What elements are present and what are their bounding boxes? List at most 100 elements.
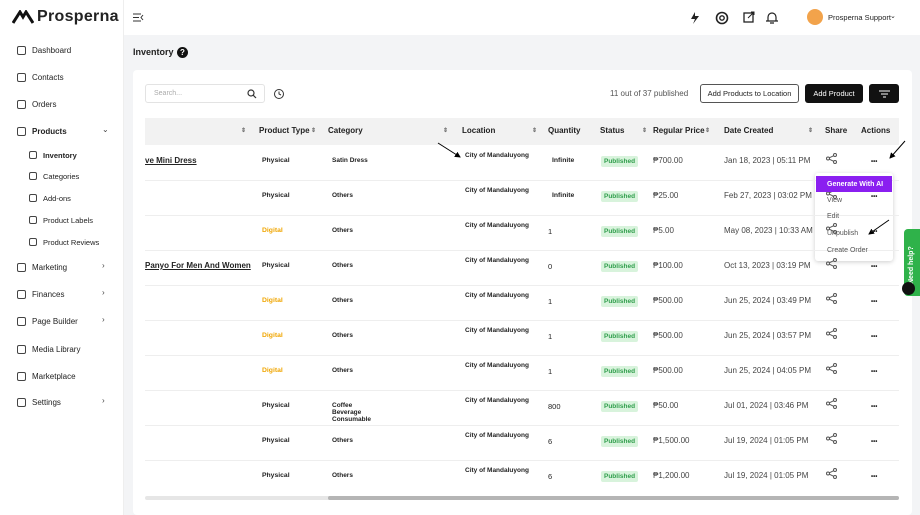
history-icon[interactable] <box>273 88 285 100</box>
nav-chevron[interactable]: ⌄ <box>102 125 109 134</box>
column-header[interactable]: Regular Price <box>653 126 705 135</box>
date-created: Jun 25, 2024 | 04:05 PM <box>724 366 812 375</box>
nav-label[interactable]: Finances <box>32 289 65 299</box>
sort-icon[interactable]: ⇕ <box>808 128 814 134</box>
share-icon[interactable] <box>826 153 837 166</box>
share-icon[interactable] <box>826 328 837 341</box>
nav-item[interactable]: Dashboard <box>17 43 71 57</box>
nav-item[interactable]: Marketing <box>17 260 67 274</box>
nav-label[interactable]: Page Builder <box>32 316 78 326</box>
nav-label[interactable]: Settings <box>32 397 61 407</box>
subnav-label[interactable]: Product Labels <box>43 215 94 225</box>
actions-button[interactable]: ••• <box>871 474 878 480</box>
nav-label[interactable]: Dashboard <box>32 45 72 55</box>
nav-label[interactable]: Products <box>32 126 67 136</box>
subnav-item[interactable]: Inventory <box>29 148 77 162</box>
subnav-label[interactable]: Categories <box>43 171 80 181</box>
help-icon[interactable]: ? <box>177 47 188 58</box>
search-box[interactable]: Search... <box>145 84 265 103</box>
nav-item[interactable]: Settings <box>17 395 61 409</box>
actions-button[interactable]: ••• <box>871 404 878 410</box>
share-icon[interactable] <box>826 258 837 271</box>
top-icons[interactable] <box>690 11 780 25</box>
nav-item[interactable]: Contacts <box>17 70 64 84</box>
nav-item[interactable]: Finances <box>17 287 64 301</box>
subnav-item[interactable]: Add-ons <box>29 191 71 205</box>
nav-label[interactable]: Media Library <box>32 344 81 354</box>
product-name[interactable]: ve Mini Dress <box>145 156 197 165</box>
product-name[interactable]: Panyo For Men And Women <box>145 261 251 270</box>
nav-chevron[interactable]: › <box>102 288 105 297</box>
actions-button[interactable]: ••• <box>871 194 878 200</box>
add-product-button[interactable]: Add Product <box>805 84 863 103</box>
menu-item[interactable]: Edit <box>827 213 840 220</box>
sort-icon[interactable]: ⇕ <box>241 128 247 134</box>
actions-button[interactable]: ••• <box>871 159 878 165</box>
chat-icon[interactable] <box>902 282 915 295</box>
product-type: Physical <box>262 472 290 479</box>
add-to-location-button[interactable]: Add Products to Location <box>700 84 799 103</box>
search-icon[interactable] <box>247 89 257 99</box>
menu-item[interactable]: Unpublish <box>827 230 859 237</box>
subnav-item[interactable]: Product Reviews <box>29 235 99 249</box>
share-icon[interactable] <box>826 433 837 446</box>
column-header[interactable]: Product Type <box>259 126 310 135</box>
user-chevron[interactable]: ⌄ <box>890 13 896 20</box>
actions-button[interactable]: ••• <box>871 334 878 340</box>
column-header[interactable]: Location <box>462 126 496 135</box>
nav-item[interactable]: Media Library <box>17 342 80 356</box>
subnav-label[interactable]: Product Reviews <box>43 237 100 247</box>
subnav-item[interactable]: Categories <box>29 169 79 183</box>
share-icon[interactable] <box>826 293 837 306</box>
actions-button[interactable]: ••• <box>871 229 878 235</box>
column-header[interactable]: Status <box>600 126 625 135</box>
share-icon[interactable] <box>826 468 837 481</box>
menu-item[interactable]: Create Order <box>827 247 868 254</box>
nav-chevron[interactable]: › <box>102 315 105 324</box>
avatar[interactable] <box>807 9 823 25</box>
nav-label[interactable]: Marketplace <box>32 371 76 381</box>
nav-icon <box>17 99 26 109</box>
sort-icon[interactable]: ⇕ <box>642 128 648 134</box>
column-header[interactable]: Quantity <box>548 126 581 135</box>
help-tab[interactable]: Need help? <box>904 229 920 296</box>
column-header[interactable]: Category <box>328 126 363 135</box>
share-icon[interactable] <box>826 223 837 236</box>
status-badge: Published <box>601 226 639 237</box>
menu-item[interactable]: View <box>827 197 843 204</box>
actions-button[interactable]: ••• <box>871 264 878 270</box>
date-created: Jul 19, 2024 | 01:05 PM <box>724 436 809 445</box>
sort-icon[interactable]: ⇕ <box>311 128 317 134</box>
share-icon[interactable] <box>826 363 837 376</box>
nav-item[interactable]: Page Builder <box>17 314 78 328</box>
actions-button[interactable]: ••• <box>871 299 878 305</box>
nav-label[interactable]: Contacts <box>32 72 64 82</box>
sort-icon[interactable]: ⇕ <box>705 128 711 134</box>
column-header[interactable]: Date Created <box>724 126 774 135</box>
scroll-thumb[interactable] <box>328 496 899 500</box>
nav-item[interactable]: Products <box>17 124 67 138</box>
menu-toggle[interactable] <box>133 13 144 22</box>
actions-button[interactable]: ••• <box>871 439 878 445</box>
share-icon[interactable] <box>826 398 837 411</box>
nav-item[interactable]: Marketplace <box>17 369 76 383</box>
filter-button[interactable] <box>869 84 899 103</box>
actions-button[interactable]: ••• <box>871 369 878 375</box>
help-tab-text[interactable]: Need help? <box>908 246 915 284</box>
subnav-label[interactable]: Inventory <box>43 150 77 160</box>
nav-label[interactable]: Orders <box>32 99 57 109</box>
sort-icon[interactable]: ⇕ <box>532 128 538 134</box>
nav-chevron[interactable]: › <box>102 396 105 405</box>
user-name[interactable]: Prosperna Support <box>828 13 891 22</box>
location: City of Mandaluyong <box>465 467 529 474</box>
status: Published <box>601 401 639 412</box>
nav-label[interactable]: Marketing <box>32 262 68 272</box>
nav-item[interactable]: Orders <box>17 97 56 111</box>
regular-price: ₱500.00 <box>653 296 683 305</box>
subnav-item[interactable]: Product Labels <box>29 213 93 227</box>
search-placeholder[interactable]: Search... <box>154 90 183 97</box>
nav-chevron[interactable]: › <box>102 261 105 270</box>
menu-item[interactable]: Generate With AI <box>816 176 892 192</box>
subnav-label[interactable]: Add-ons <box>43 193 71 203</box>
sort-icon[interactable]: ⇕ <box>443 128 449 134</box>
